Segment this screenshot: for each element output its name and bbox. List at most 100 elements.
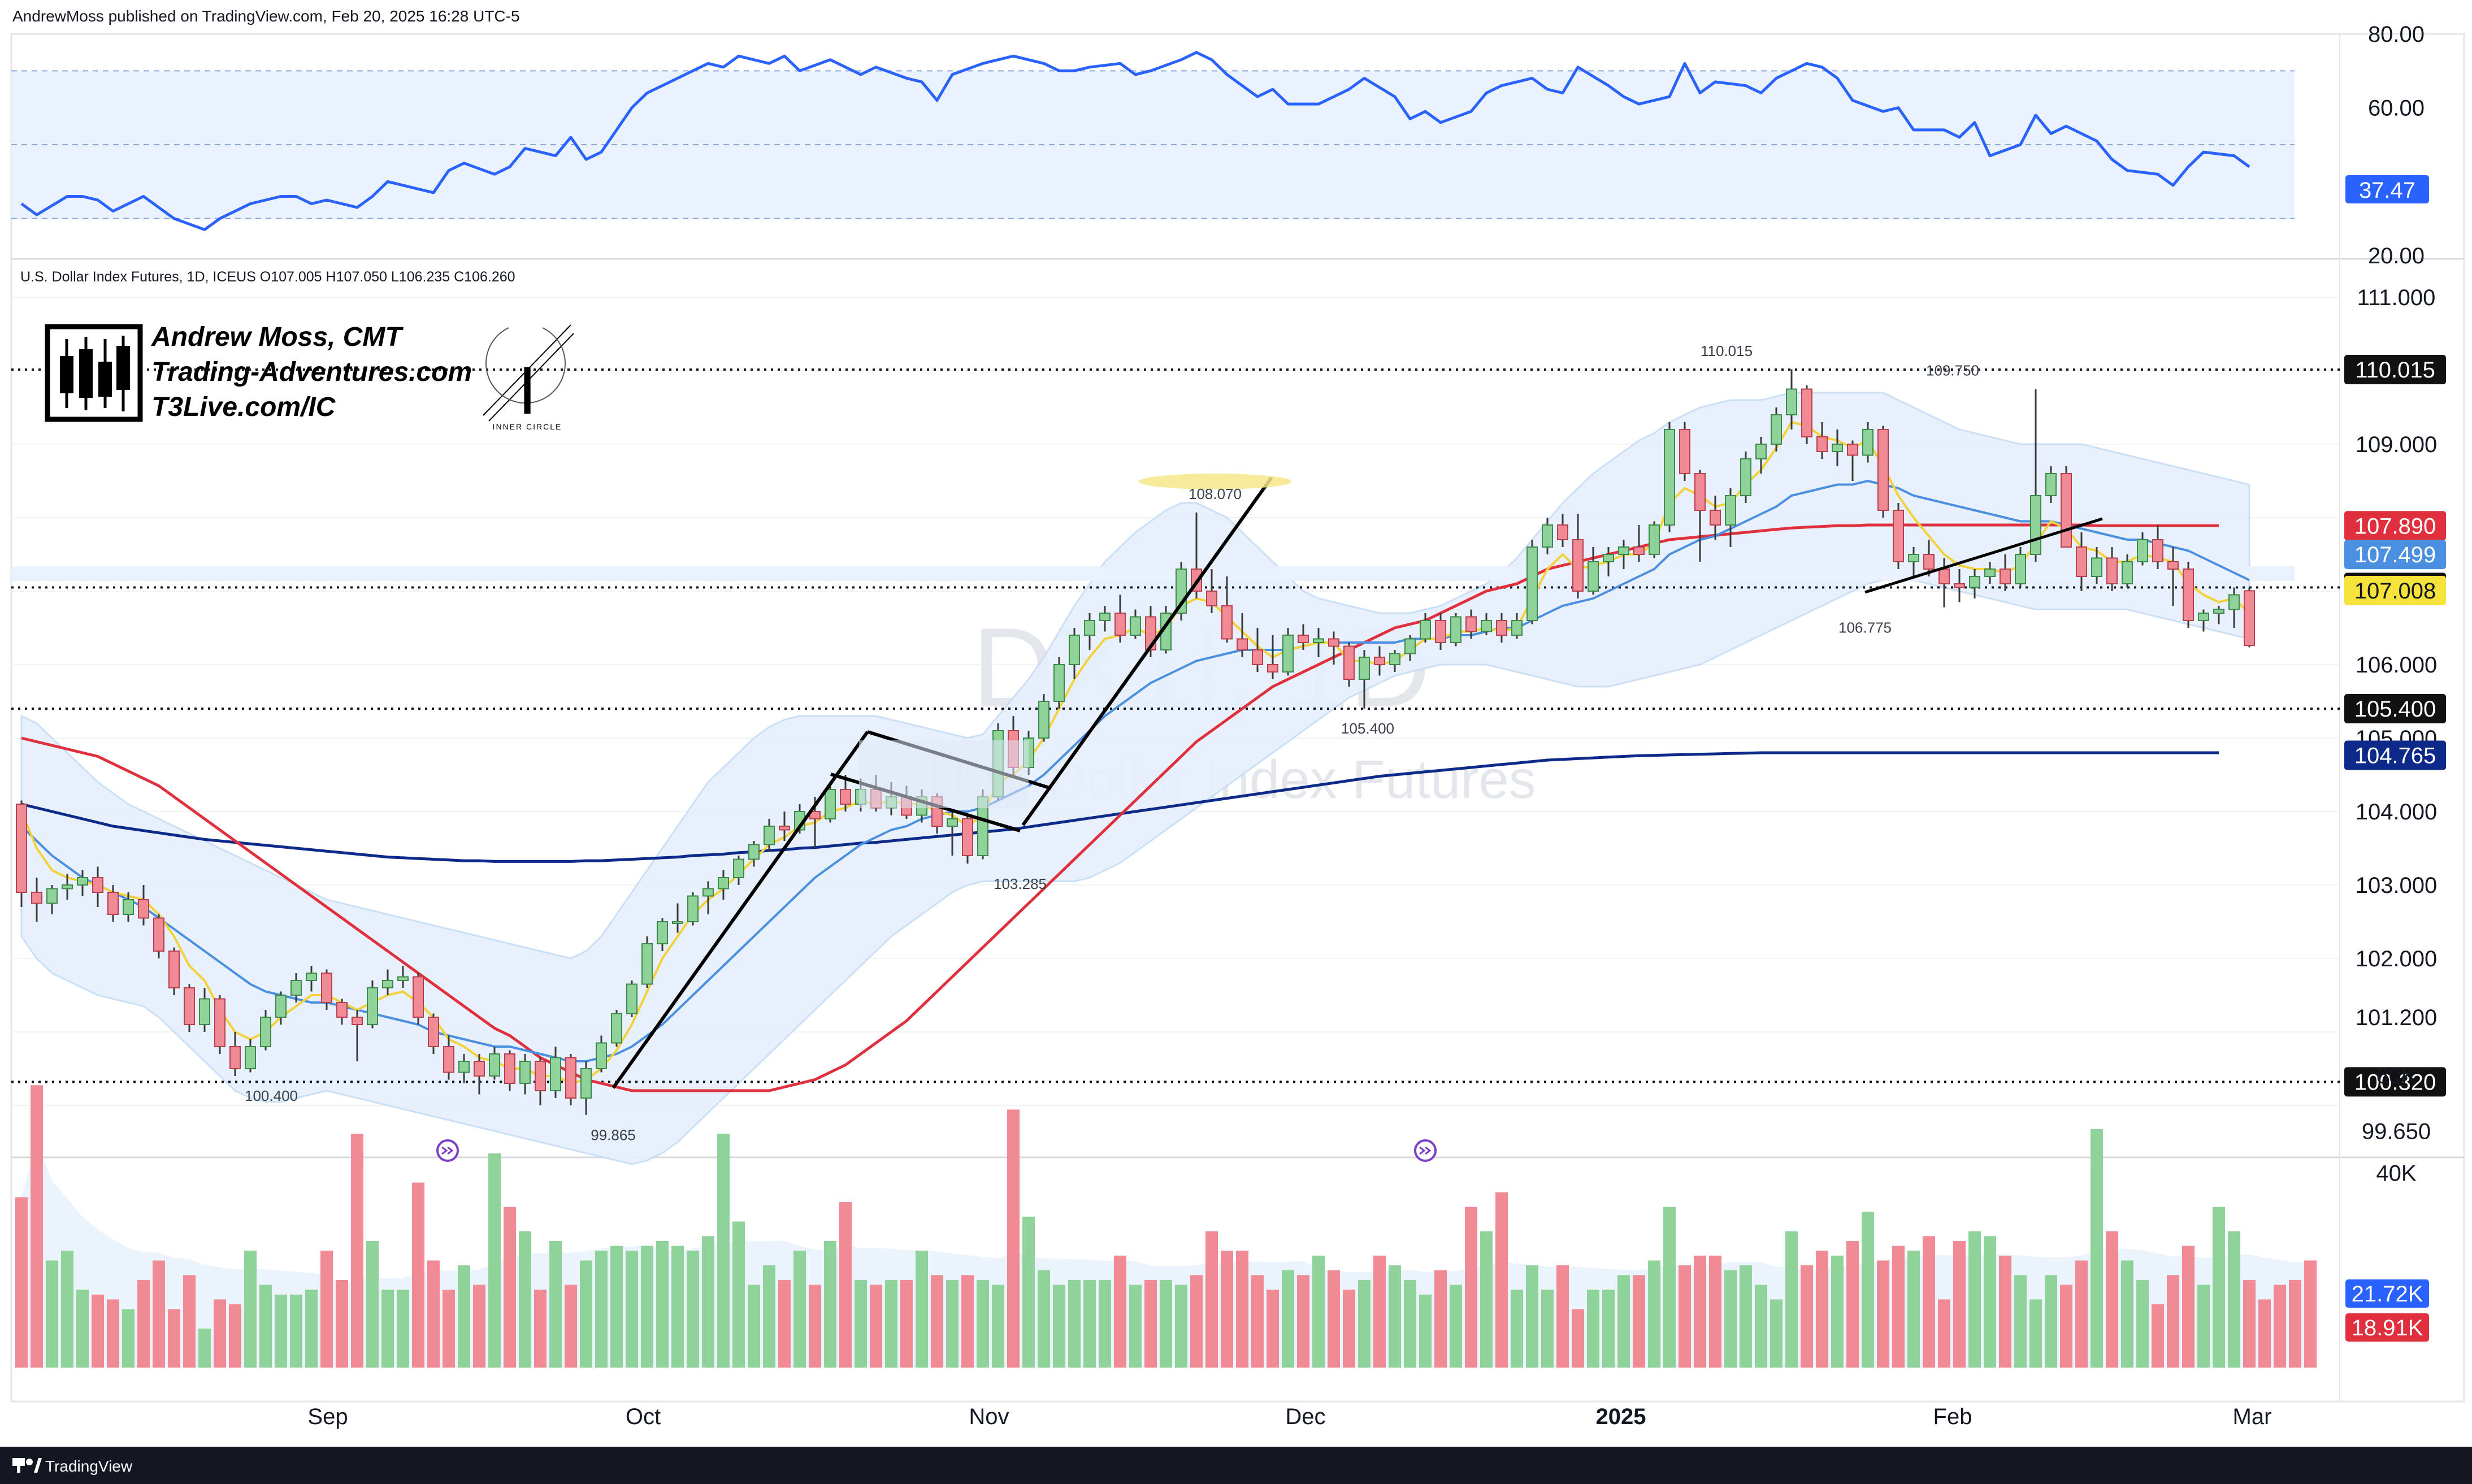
volume-bar xyxy=(443,1290,455,1368)
candle-body xyxy=(962,818,973,856)
volume-bar xyxy=(229,1304,241,1368)
rising-trend-line xyxy=(1864,517,2103,594)
candle xyxy=(1542,518,1553,554)
price-tick-label: 109.000 xyxy=(2356,432,2438,457)
price-tag xyxy=(2344,540,2446,570)
price-tick-label: 103.000 xyxy=(2356,873,2438,898)
volume-bar xyxy=(1892,1246,1905,1368)
candle xyxy=(504,1050,515,1091)
volume-bar xyxy=(809,1285,821,1368)
candle xyxy=(1816,422,1828,459)
candle-body xyxy=(596,1042,607,1069)
flagpole-line-1 xyxy=(612,731,869,1089)
candle xyxy=(565,1054,576,1105)
candle-body xyxy=(229,1046,241,1069)
volume-bar xyxy=(275,1294,287,1368)
candle-body xyxy=(1649,524,1660,555)
volume-bar xyxy=(900,1279,913,1368)
candle-body xyxy=(199,998,210,1025)
volume-bar xyxy=(2213,1207,2225,1368)
volume-bar xyxy=(305,1290,318,1368)
volume-bar xyxy=(1740,1265,1752,1368)
candle xyxy=(31,878,42,922)
candle-body xyxy=(1069,635,1080,665)
candle-body xyxy=(519,1061,531,1084)
candle-body xyxy=(1740,458,1751,496)
candle xyxy=(1252,628,1263,672)
volume-bar xyxy=(61,1251,73,1368)
volume-bar xyxy=(1205,1231,1218,1368)
candle xyxy=(1114,595,1126,643)
volume-bar xyxy=(46,1260,58,1368)
candle xyxy=(2015,547,2026,588)
volume-bar xyxy=(1297,1275,1309,1368)
candle xyxy=(1847,440,1858,481)
candle xyxy=(275,991,287,1025)
candle xyxy=(199,988,210,1032)
candle xyxy=(2228,587,2240,628)
candle-body xyxy=(2137,539,2148,562)
volume-bar xyxy=(534,1290,547,1368)
published-line: AndrewMoss published on TradingView.com,… xyxy=(12,7,520,25)
volume-bar xyxy=(168,1309,180,1368)
candle xyxy=(1603,547,1614,576)
candle xyxy=(474,1054,485,1095)
volume-bar xyxy=(2029,1299,2042,1368)
volume-bar xyxy=(1831,1255,1844,1368)
candle-body xyxy=(1893,510,1904,562)
candle xyxy=(2167,547,2179,606)
candle-body xyxy=(1038,701,1049,739)
candle xyxy=(550,1047,561,1098)
volume-bar xyxy=(610,1246,623,1368)
candle-body xyxy=(2213,609,2224,614)
volume-bar xyxy=(793,1251,806,1368)
candle-body xyxy=(702,888,714,897)
candlestick-logo-icon xyxy=(45,324,143,422)
candle xyxy=(1267,635,1278,679)
candle-body xyxy=(1496,620,1507,636)
candle-body xyxy=(2198,613,2209,621)
volume-tick-label: 40K xyxy=(2376,1161,2416,1186)
candle xyxy=(428,1013,439,1054)
volume-bar xyxy=(1465,1207,1477,1368)
volume-bar xyxy=(2197,1285,2210,1368)
price-annotation: 105.400 xyxy=(1341,720,1394,737)
volume-bar xyxy=(1617,1275,1630,1368)
candle xyxy=(1801,385,1812,444)
inner-circle-logo-icon: I INNER CIRCLE xyxy=(483,324,574,431)
candle-body xyxy=(62,884,73,889)
candle-body xyxy=(16,804,27,893)
footer-platform: TradingView xyxy=(45,1457,133,1475)
candle-body xyxy=(504,1053,515,1084)
candle xyxy=(2122,554,2133,588)
candle xyxy=(596,1035,607,1073)
candle xyxy=(1526,540,1538,624)
candle xyxy=(657,918,668,951)
panel-frame xyxy=(10,33,2465,1403)
price-annotation: 109.750 xyxy=(1926,362,1979,379)
candle-body xyxy=(1664,429,1675,526)
volume-bar xyxy=(2289,1279,2301,1368)
volume-bar xyxy=(778,1279,791,1368)
volume-bar xyxy=(488,1153,501,1368)
volume-bar xyxy=(2091,1129,2103,1368)
volume-bar xyxy=(1953,1241,1966,1368)
volume-bar xyxy=(885,1279,897,1368)
volume-bar xyxy=(1083,1279,1096,1368)
candle-body xyxy=(1206,591,1217,606)
price-tag xyxy=(2344,575,2446,605)
candle xyxy=(46,885,58,914)
volume-bar xyxy=(2060,1285,2072,1368)
volume-bar xyxy=(839,1202,852,1368)
volume-bar xyxy=(92,1294,104,1368)
candle xyxy=(2137,532,2148,566)
candle xyxy=(1420,613,1431,643)
volume-bar xyxy=(1495,1192,1508,1368)
volume-bar xyxy=(1724,1270,1737,1368)
volume-bar xyxy=(2167,1275,2179,1368)
volume-bar xyxy=(2304,1260,2317,1368)
candle-body xyxy=(1786,388,1797,415)
candle xyxy=(1313,628,1324,657)
candle xyxy=(1435,613,1446,650)
volume-bar xyxy=(473,1285,485,1368)
